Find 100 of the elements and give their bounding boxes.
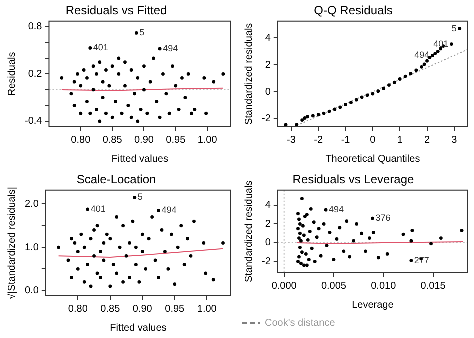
point bbox=[302, 224, 305, 228]
point bbox=[430, 242, 433, 246]
point bbox=[298, 222, 302, 226]
point bbox=[335, 238, 339, 241]
point bbox=[355, 222, 359, 226]
point bbox=[328, 110, 332, 114]
point bbox=[300, 250, 304, 254]
point bbox=[354, 98, 358, 102]
point bbox=[338, 226, 342, 230]
point bbox=[372, 230, 376, 234]
point bbox=[410, 229, 414, 232]
point bbox=[382, 86, 386, 90]
point bbox=[307, 258, 311, 262]
point bbox=[426, 59, 429, 63]
x-tick-label: 0.000 bbox=[272, 280, 298, 292]
x-tick-label: 0 bbox=[370, 134, 376, 146]
point bbox=[410, 259, 414, 262]
point bbox=[300, 239, 303, 243]
y-tick-label: 2 bbox=[265, 218, 272, 230]
point bbox=[324, 208, 328, 212]
x-axis-title: Theoretical Quantiles bbox=[326, 154, 420, 165]
point bbox=[332, 258, 336, 262]
point bbox=[398, 78, 402, 81]
point bbox=[298, 218, 301, 222]
point bbox=[302, 234, 306, 238]
x-tick-label: 0.85 bbox=[100, 304, 121, 315]
point bbox=[422, 62, 426, 66]
point bbox=[430, 54, 434, 58]
point bbox=[404, 74, 408, 78]
point bbox=[296, 227, 300, 231]
x-tick-label: -1 bbox=[341, 134, 351, 146]
annotation: 401 bbox=[93, 42, 108, 53]
x-axis-title: Leverage bbox=[352, 300, 394, 311]
point bbox=[342, 250, 346, 254]
point bbox=[436, 50, 440, 54]
chart-title: Scale-Location bbox=[76, 172, 156, 187]
y-tick-label: 0.8 bbox=[28, 22, 43, 33]
point bbox=[325, 244, 329, 248]
point bbox=[303, 116, 307, 120]
point bbox=[333, 108, 337, 112]
point bbox=[317, 227, 321, 231]
point bbox=[322, 112, 326, 116]
point bbox=[296, 212, 300, 216]
point bbox=[298, 246, 302, 250]
point bbox=[296, 260, 300, 264]
x-tick-label: 1 bbox=[397, 134, 404, 146]
point bbox=[434, 52, 438, 56]
point bbox=[284, 123, 288, 127]
y-tick-label: -2 bbox=[262, 114, 272, 125]
y-tick-label: 4 bbox=[265, 32, 272, 44]
point bbox=[302, 264, 306, 268]
x-tick-label: -3 bbox=[287, 134, 296, 146]
annotation: 494 bbox=[162, 205, 177, 216]
point bbox=[316, 113, 320, 117]
point bbox=[313, 260, 317, 264]
point bbox=[344, 103, 348, 107]
y-axis-title: Standardized residuals bbox=[244, 180, 255, 283]
x-tick-label: 0.010 bbox=[371, 280, 397, 292]
point bbox=[439, 236, 443, 240]
point bbox=[309, 207, 313, 211]
point bbox=[388, 84, 391, 87]
point bbox=[295, 123, 299, 127]
point bbox=[409, 72, 413, 76]
point bbox=[371, 216, 374, 220]
x-tick-label: 0.90 bbox=[132, 304, 153, 315]
point bbox=[328, 230, 332, 234]
x-tick-label: 0.95 bbox=[166, 134, 186, 146]
point bbox=[298, 232, 302, 236]
point bbox=[315, 236, 319, 240]
point bbox=[305, 264, 309, 268]
point bbox=[371, 92, 375, 96]
point bbox=[352, 239, 356, 243]
x-tick-label: 0.90 bbox=[134, 134, 154, 146]
point bbox=[312, 114, 315, 118]
x-tick-label: -2 bbox=[314, 134, 324, 146]
point bbox=[360, 96, 364, 100]
y-tick-label: 0.0 bbox=[24, 286, 40, 297]
x-axis-title: Fitted values bbox=[110, 322, 167, 334]
point bbox=[458, 27, 462, 30]
x-tick-label: 0.80 bbox=[68, 304, 88, 315]
y-tick-label: -2 bbox=[262, 256, 272, 268]
point bbox=[338, 106, 342, 110]
x-tick-label: 0.95 bbox=[165, 304, 186, 315]
point bbox=[368, 236, 372, 240]
x-tick-label: 1.00 bbox=[198, 134, 218, 146]
y-tick-label: 0 bbox=[265, 238, 272, 249]
y-axis-title: √|Standardized residuals| bbox=[6, 186, 18, 300]
x-tick-label: 0.80 bbox=[71, 134, 92, 146]
annotation: 494 bbox=[163, 43, 178, 54]
point bbox=[300, 262, 303, 266]
chart-title: Residuals vs Fitted bbox=[66, 4, 168, 18]
point bbox=[310, 246, 314, 250]
point bbox=[410, 239, 414, 243]
y-axis-title: Standardized residuals bbox=[244, 23, 255, 126]
point bbox=[386, 252, 390, 256]
annotation: 5 bbox=[452, 23, 457, 34]
x-tick-label: 0.85 bbox=[102, 134, 123, 146]
x-tick-label: 2 bbox=[424, 134, 430, 146]
point bbox=[308, 230, 312, 234]
annotation: 5 bbox=[138, 192, 143, 202]
